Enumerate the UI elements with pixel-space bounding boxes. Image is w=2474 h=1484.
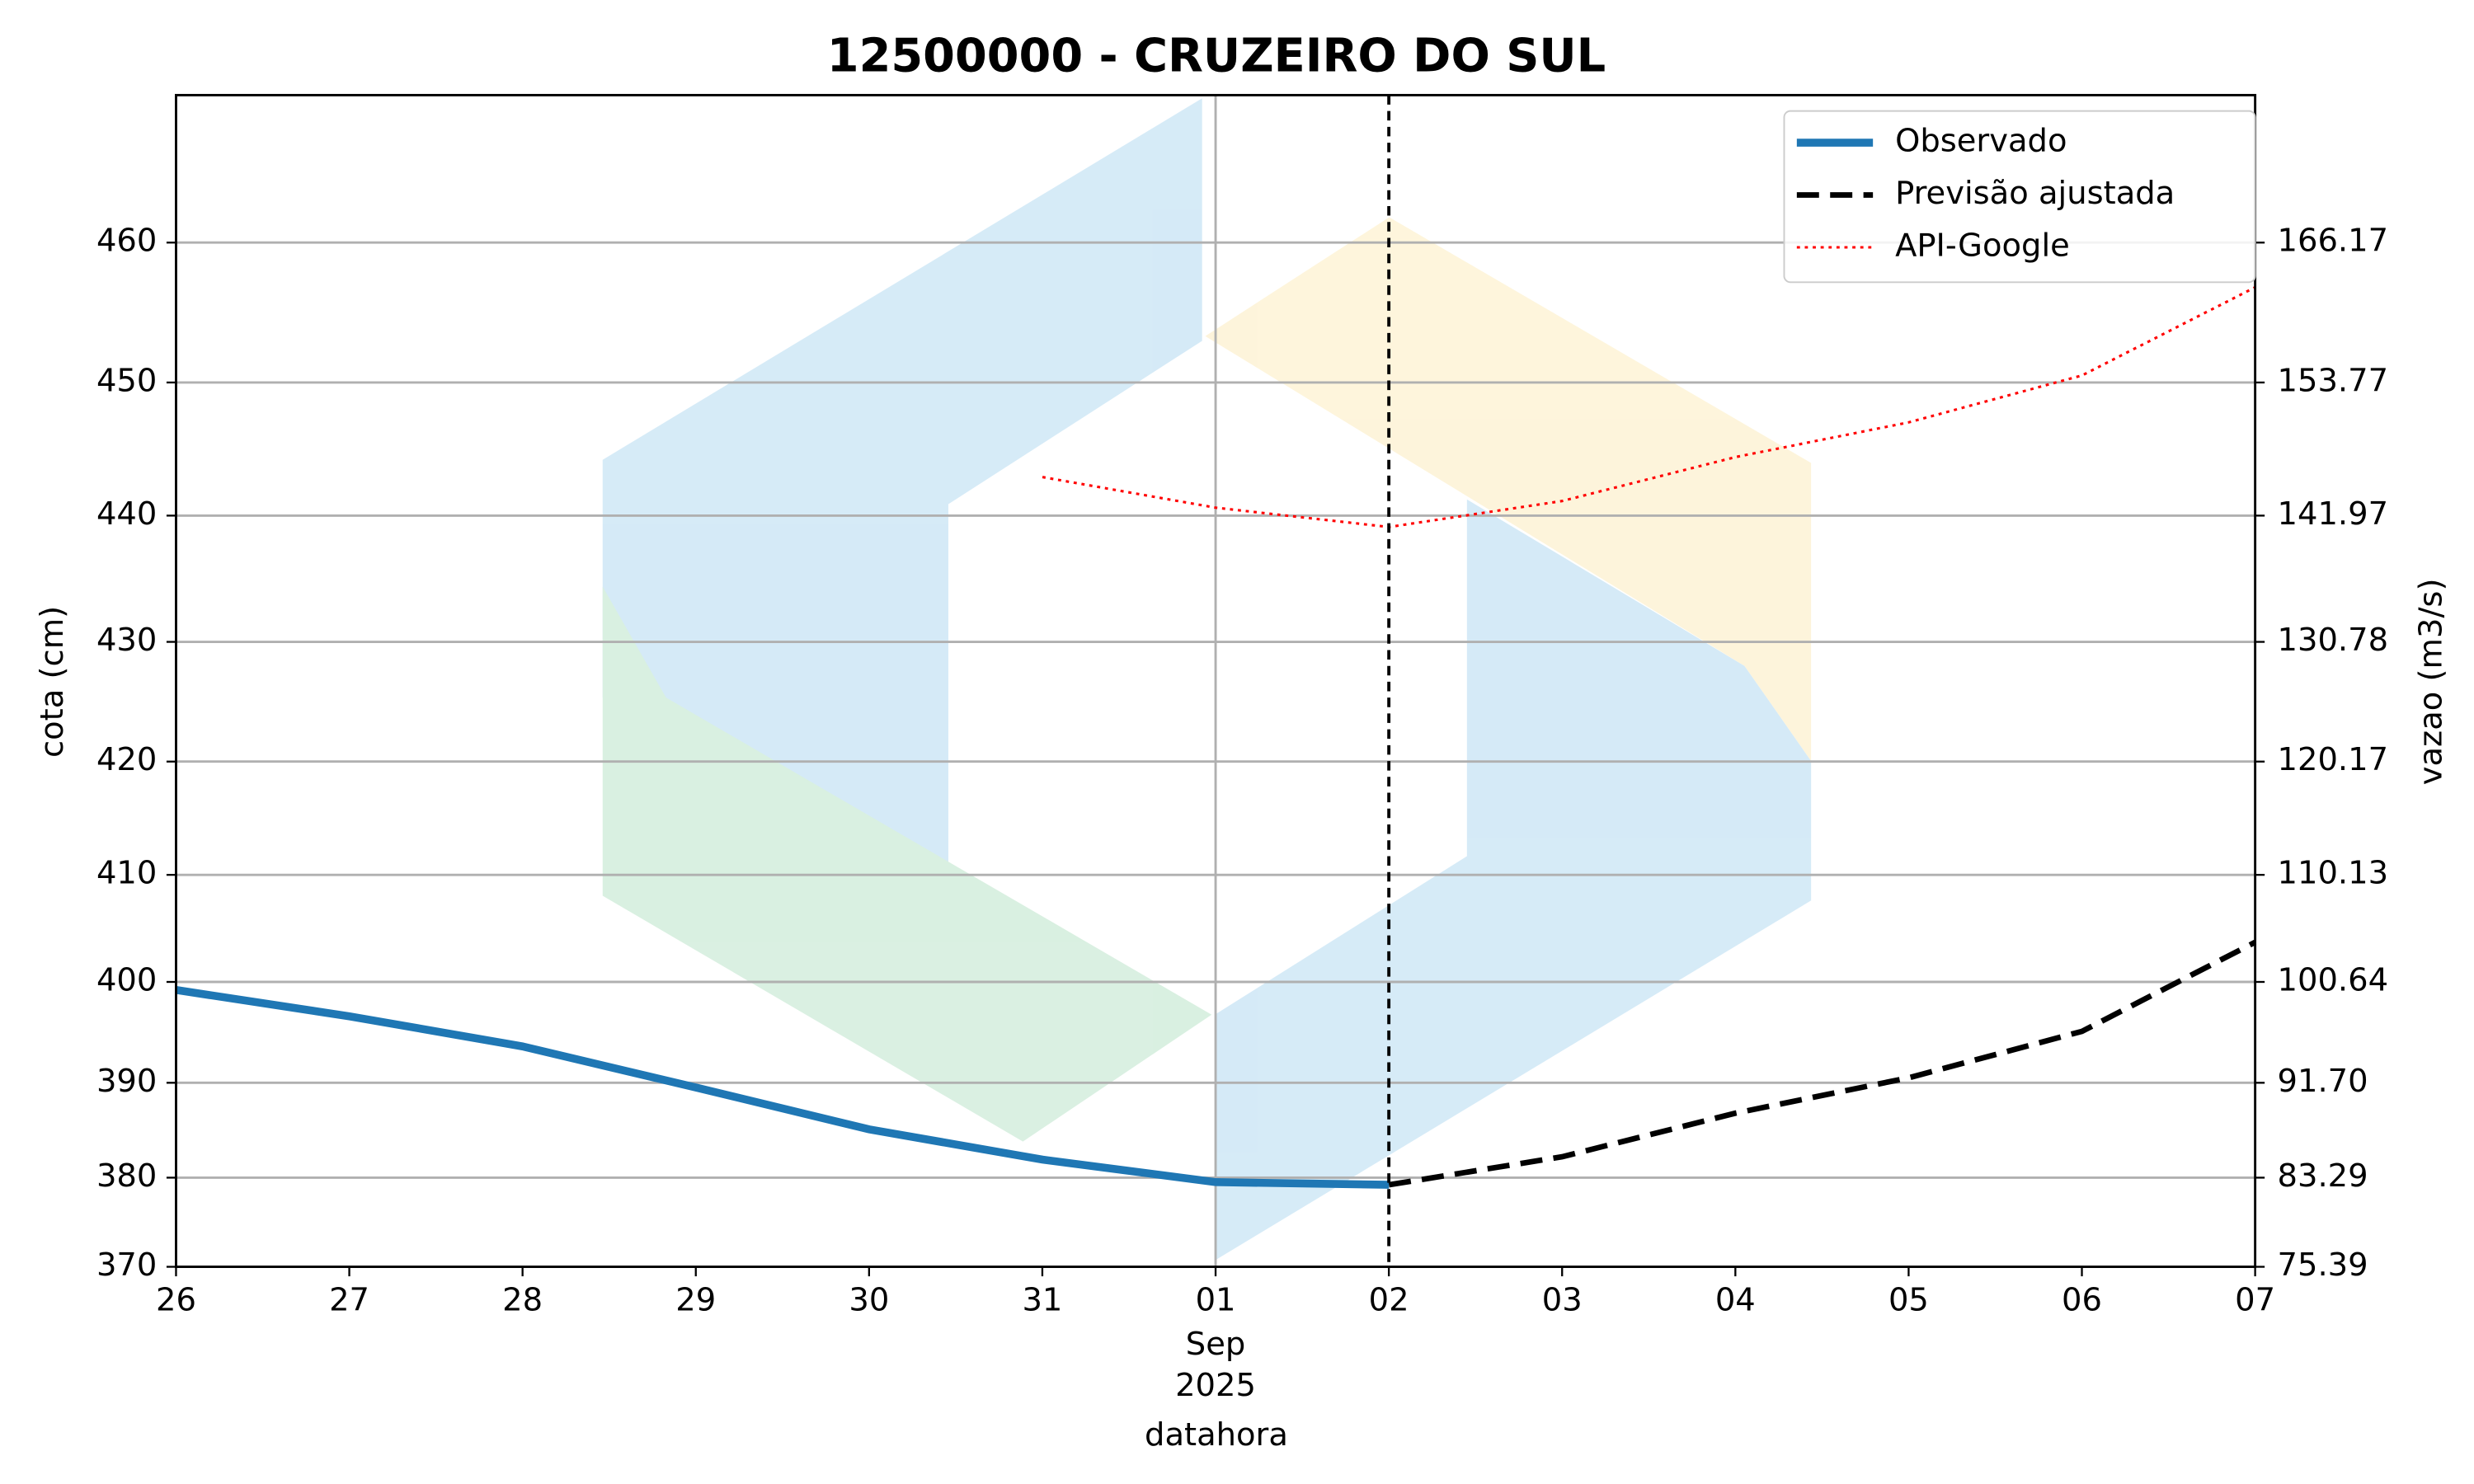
y2-tick-label: 120.17 bbox=[2278, 741, 2389, 778]
watermark bbox=[602, 98, 1812, 1261]
y2-tick-label: 100.64 bbox=[2278, 962, 2389, 999]
legend-label: Observado bbox=[1895, 123, 2067, 160]
x-tick-label: 07 bbox=[2235, 1281, 2275, 1318]
y-tick-label: 460 bbox=[96, 223, 157, 260]
y2-tick-label: 141.97 bbox=[2278, 495, 2389, 533]
chart-title: 12500000 - CRUZEIRO DO SUL bbox=[827, 29, 1606, 82]
x-tick-label: 28 bbox=[502, 1281, 543, 1318]
y2-tick-label: 153.77 bbox=[2278, 362, 2389, 399]
legend-label: API-Google bbox=[1895, 228, 2070, 265]
x-tick-label: 01 bbox=[1196, 1281, 1236, 1318]
plot-frame bbox=[175, 93, 2257, 1268]
legend: Observado Previsão ajustada API-Google bbox=[1783, 110, 2256, 284]
y-axis-label: cota (cm) bbox=[34, 606, 71, 758]
y2-tick-label: 75.39 bbox=[2278, 1247, 2368, 1284]
y-tick-label: 410 bbox=[96, 855, 157, 892]
y-tick-label: 400 bbox=[96, 962, 157, 999]
y2-tick-label: 91.70 bbox=[2278, 1063, 2368, 1100]
y2-tick-label: 130.78 bbox=[2278, 622, 2389, 659]
x-tick-label: 04 bbox=[1715, 1281, 1756, 1318]
x-tick-label: 02 bbox=[1369, 1281, 1409, 1318]
y-tick-label: 380 bbox=[96, 1158, 157, 1195]
y-tick-label: 440 bbox=[96, 495, 157, 533]
y2-tick-label: 83.29 bbox=[2278, 1158, 2368, 1195]
x-tick-label: 31 bbox=[1022, 1281, 1062, 1318]
x-tick-label: 30 bbox=[849, 1281, 889, 1318]
y-tick-label: 450 bbox=[96, 362, 157, 399]
x-tick-label: 05 bbox=[1888, 1281, 1929, 1318]
y2-axis-label: vazao (m3/s) bbox=[2413, 579, 2450, 786]
y-tick-label: 390 bbox=[96, 1063, 157, 1100]
legend-label: Previsão ajustada bbox=[1895, 175, 2175, 212]
x-tick-label: 26 bbox=[156, 1281, 196, 1318]
x-tick-label: 06 bbox=[2062, 1281, 2102, 1318]
x-tick-sublabel: Sep bbox=[1186, 1326, 1245, 1363]
x-tick-label: 29 bbox=[675, 1281, 716, 1318]
series-line bbox=[1388, 939, 2257, 1188]
series-line bbox=[175, 986, 1390, 1189]
y-tick-label: 430 bbox=[96, 622, 157, 659]
y-tick-label: 370 bbox=[96, 1247, 157, 1284]
y2-tick-label: 166.17 bbox=[2278, 223, 2389, 260]
y2-tick-label: 110.13 bbox=[2278, 855, 2389, 892]
y-tick-label: 420 bbox=[96, 741, 157, 778]
x-tick-sublabel: 2025 bbox=[1175, 1367, 1256, 1404]
x-tick-label: 03 bbox=[1542, 1281, 1583, 1318]
x-tick-label: 27 bbox=[329, 1281, 369, 1318]
legend-box bbox=[1783, 110, 2256, 284]
x-axis-label: datahora bbox=[1145, 1416, 1288, 1453]
